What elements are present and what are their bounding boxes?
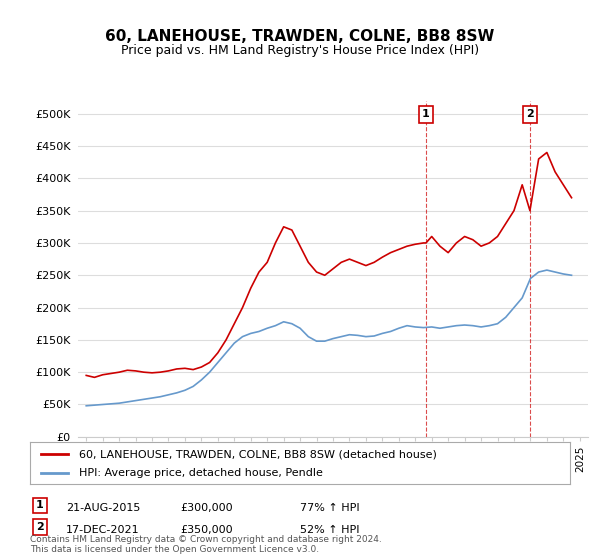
- Text: £350,000: £350,000: [180, 525, 233, 535]
- Text: Price paid vs. HM Land Registry's House Price Index (HPI): Price paid vs. HM Land Registry's House …: [121, 44, 479, 57]
- Text: 52% ↑ HPI: 52% ↑ HPI: [300, 525, 359, 535]
- Text: 2: 2: [36, 522, 44, 532]
- Text: 17-DEC-2021: 17-DEC-2021: [66, 525, 140, 535]
- Text: £300,000: £300,000: [180, 503, 233, 514]
- Text: 1: 1: [36, 501, 44, 511]
- Text: 60, LANEHOUSE, TRAWDEN, COLNE, BB8 8SW: 60, LANEHOUSE, TRAWDEN, COLNE, BB8 8SW: [106, 29, 494, 44]
- Text: 2: 2: [526, 109, 534, 119]
- Text: 1: 1: [422, 109, 430, 119]
- Text: 77% ↑ HPI: 77% ↑ HPI: [300, 503, 359, 514]
- Text: 21-AUG-2015: 21-AUG-2015: [66, 503, 140, 514]
- Text: Contains HM Land Registry data © Crown copyright and database right 2024.
This d: Contains HM Land Registry data © Crown c…: [30, 535, 382, 554]
- Text: 60, LANEHOUSE, TRAWDEN, COLNE, BB8 8SW (detached house): 60, LANEHOUSE, TRAWDEN, COLNE, BB8 8SW (…: [79, 449, 436, 459]
- Text: HPI: Average price, detached house, Pendle: HPI: Average price, detached house, Pend…: [79, 468, 322, 478]
